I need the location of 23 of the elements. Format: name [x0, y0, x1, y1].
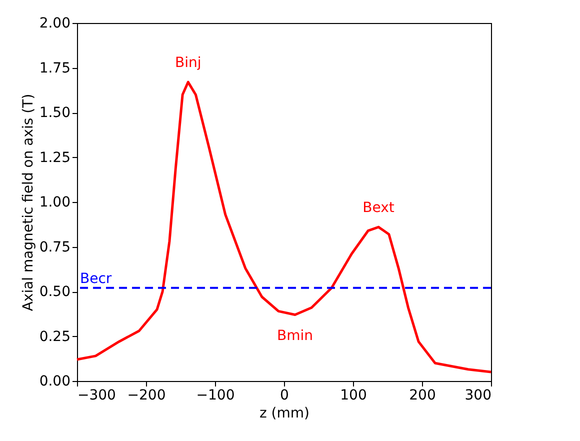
- y-tick-label: 0.75: [39, 239, 70, 256]
- x-tick-label: 0: [280, 388, 289, 404]
- y-axis-title: Axial magnetic field on axis (T): [20, 94, 36, 312]
- x-tick-label: −200: [127, 388, 166, 404]
- ref-line-label: Becr: [80, 270, 112, 287]
- y-tick-label: 1.25: [39, 150, 70, 166]
- x-tick-label: 300: [464, 388, 492, 404]
- x-tick-label: 100: [340, 388, 367, 404]
- y-tick-label: 0.50: [39, 284, 70, 300]
- x-axis-title: z (mm): [260, 406, 310, 422]
- y-tick-label: 2.00: [39, 16, 70, 32]
- annotation: Bmin: [277, 328, 314, 344]
- x-tick-label: 200: [409, 388, 436, 404]
- x-tick-label: −100: [196, 388, 235, 404]
- y-tick-label: 0.25: [39, 328, 70, 345]
- annotation: Bext: [362, 200, 395, 216]
- y-tick-label: 1.00: [39, 194, 70, 210]
- x-tick-label: −300: [78, 388, 116, 404]
- annotation: Binj: [174, 55, 202, 72]
- y-tick-label: 0.00: [39, 374, 70, 390]
- line-series: [76, 80, 492, 374]
- y-tick-label: 1.75: [39, 60, 70, 76]
- y-tick-label: 1.50: [39, 105, 70, 121]
